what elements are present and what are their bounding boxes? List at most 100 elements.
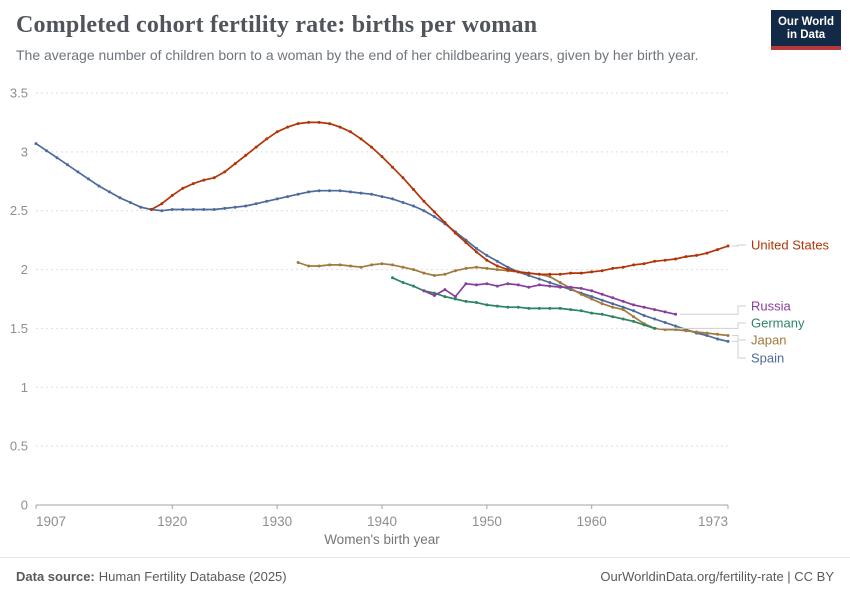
data-point	[611, 305, 615, 309]
data-point	[600, 312, 604, 316]
data-point	[485, 253, 489, 257]
owid-logo-line2: in Data	[786, 29, 826, 41]
data-point	[653, 326, 657, 330]
data-point	[453, 269, 457, 273]
data-point	[412, 284, 415, 288]
legend-label-united-states[interactable]: United States	[751, 238, 830, 253]
data-point	[296, 261, 300, 264]
data-point	[527, 285, 531, 289]
data-point	[265, 199, 269, 203]
data-point	[453, 297, 457, 301]
data-point	[569, 308, 573, 312]
data-point	[495, 268, 499, 272]
legend-label-russia[interactable]: Russia	[751, 299, 792, 314]
data-point	[412, 268, 415, 272]
data-point	[716, 332, 719, 336]
data-point	[726, 334, 730, 337]
data-point	[202, 178, 206, 182]
data-point	[160, 209, 164, 213]
x-tick-label: 1940	[367, 514, 397, 529]
data-point	[391, 165, 394, 169]
data-point	[34, 142, 38, 146]
data-point	[349, 190, 352, 194]
data-point	[296, 122, 300, 126]
data-point	[611, 302, 615, 306]
data-point	[705, 334, 709, 337]
data-point	[401, 201, 405, 204]
data-point	[516, 283, 520, 287]
legend-label-spain[interactable]: Spain	[751, 351, 784, 366]
data-point	[569, 271, 573, 275]
data-point	[223, 206, 227, 210]
attribution-link[interactable]: OurWorldinData.org/fertility-rate | CC B…	[600, 569, 834, 584]
data-point	[506, 305, 510, 309]
data-point	[370, 192, 373, 196]
legend-connector	[732, 340, 746, 359]
data-point	[485, 282, 489, 286]
legend-connector	[658, 322, 746, 329]
data-point	[558, 306, 562, 310]
y-tick-label: 1	[21, 380, 28, 395]
data-point	[359, 191, 363, 195]
data-point	[275, 197, 279, 201]
data-point	[537, 277, 541, 281]
data-point	[432, 291, 436, 295]
data-point	[537, 306, 541, 310]
y-tick-label: 0.5	[10, 439, 28, 454]
data-point	[370, 263, 373, 267]
data-point	[359, 137, 363, 141]
data-point	[642, 323, 646, 327]
fertility-line-chart[interactable]: 0 0.5 1 1.5 2 2.5 3 3.5 1907 1920 1930 1940 1950 1960…	[0, 85, 850, 557]
data-point	[474, 283, 478, 287]
data-point	[621, 299, 625, 303]
data-point	[128, 201, 132, 204]
data-point	[579, 292, 583, 296]
data-point	[474, 246, 478, 250]
data-point	[202, 208, 206, 211]
legend-label-japan[interactable]: Japan	[751, 333, 786, 348]
data-point	[181, 186, 185, 190]
data-point	[485, 258, 489, 262]
data-point	[548, 284, 552, 288]
data-point	[443, 221, 447, 224]
line-united-states[interactable]	[150, 121, 729, 276]
data-point	[76, 170, 80, 174]
page-title: Completed cohort fertility rate: births …	[16, 12, 538, 38]
chart-footer: Data source: Human Fertility Database (20…	[0, 557, 850, 600]
data-point	[380, 262, 384, 266]
legend-connector	[732, 244, 746, 247]
data-point	[642, 305, 646, 309]
data-point	[464, 266, 468, 270]
data-point	[684, 255, 688, 259]
data-point	[506, 282, 510, 286]
data-point	[474, 265, 478, 269]
data-point	[674, 324, 678, 328]
data-point	[590, 311, 594, 315]
data-point	[191, 208, 195, 211]
data-point	[705, 331, 709, 335]
data-point	[495, 259, 499, 263]
data-point	[338, 189, 342, 193]
data-source: Data source: Human Fertility Database (20…	[16, 569, 287, 600]
line-japan[interactable]	[297, 261, 729, 337]
data-point	[464, 241, 468, 244]
data-point	[674, 312, 678, 316]
data-point	[600, 269, 604, 273]
data-point	[453, 231, 457, 235]
data-point	[548, 272, 552, 276]
data-point	[558, 281, 562, 284]
data-point	[611, 266, 615, 270]
data-point	[590, 295, 594, 299]
data-source-value[interactable]: Human Fertility Database (2025)	[98, 569, 287, 584]
legend-label-germany[interactable]: Germany	[751, 316, 805, 331]
line-spain[interactable]	[35, 142, 729, 343]
data-point	[170, 193, 174, 197]
data-point	[506, 268, 510, 272]
owid-logo[interactable]: Our World in Data	[771, 10, 841, 50]
data-point	[286, 195, 290, 199]
data-point	[286, 125, 290, 129]
data-point	[422, 289, 426, 293]
data-point	[705, 251, 709, 255]
data-point	[338, 125, 342, 129]
data-point	[275, 130, 279, 134]
